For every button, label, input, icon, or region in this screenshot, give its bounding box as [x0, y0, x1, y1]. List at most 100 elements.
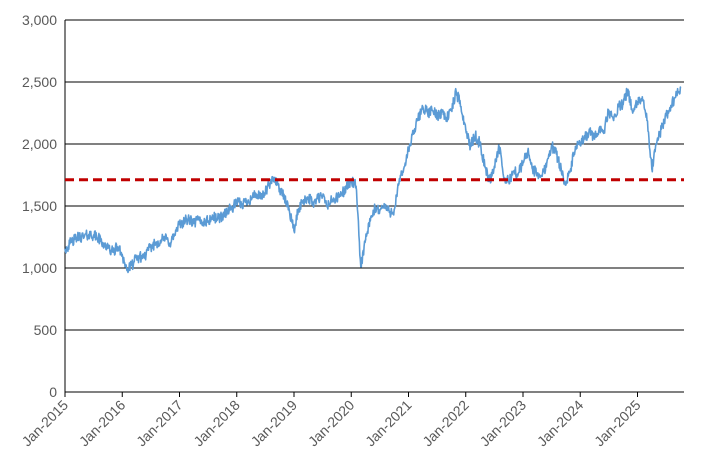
data-point [407, 149, 410, 151]
data-point [111, 251, 114, 253]
data-point [598, 127, 601, 129]
data-point [302, 199, 305, 201]
data-point [412, 133, 415, 135]
data-point [293, 230, 295, 232]
data-point [140, 255, 143, 258]
data-point [612, 119, 615, 122]
data-point [250, 197, 252, 200]
data-point [402, 168, 405, 170]
data-point [445, 117, 448, 119]
y-axis-tick-labels: 0 500 1,000 1,500 2,000 2,500 3,000 [22, 12, 57, 400]
data-point [269, 182, 271, 185]
data-point [469, 145, 472, 148]
data-point [278, 187, 281, 190]
data-point [64, 248, 66, 251]
data-point [116, 246, 119, 248]
data-point [560, 168, 562, 170]
data-point [436, 114, 438, 117]
data-point [202, 221, 205, 223]
data-point [374, 207, 376, 210]
data-point [589, 130, 591, 133]
data-point [231, 207, 233, 210]
data-point [565, 184, 567, 186]
data-point [631, 112, 634, 114]
data-point [636, 102, 639, 104]
data-point [474, 134, 477, 137]
data-point [355, 185, 357, 187]
data-point [216, 217, 219, 220]
data-point [283, 197, 286, 200]
data-point [431, 109, 434, 112]
data-point [546, 161, 548, 164]
data-point [522, 161, 524, 164]
data-point [369, 220, 372, 222]
data-point [517, 173, 519, 175]
data-point [145, 253, 147, 256]
data-point [259, 197, 262, 200]
data-point [393, 208, 396, 211]
data-point [197, 218, 200, 221]
data-point [364, 238, 367, 241]
data-point [164, 237, 166, 239]
data-point [298, 207, 300, 210]
data-point [655, 143, 658, 145]
data-point [107, 247, 109, 249]
y-tick-label: 2,500 [22, 74, 57, 90]
y-tick-label: 2,000 [22, 136, 57, 152]
data-point [574, 145, 577, 148]
data-point [550, 144, 553, 146]
data-point [135, 257, 138, 259]
price-series [64, 86, 682, 274]
data-point [317, 197, 319, 200]
data-point [154, 242, 157, 244]
data-point [484, 165, 486, 168]
data-point [255, 192, 257, 195]
data-point [641, 96, 644, 98]
data-point [426, 112, 429, 114]
data-point [441, 111, 443, 113]
data-point [569, 168, 572, 170]
data-point [221, 215, 224, 217]
data-point [493, 165, 496, 168]
data-point [536, 173, 539, 175]
data-point [245, 200, 248, 202]
data-point [603, 129, 605, 132]
data-point [235, 201, 238, 204]
data-point [507, 180, 510, 182]
y-tick-label: 1,500 [22, 198, 57, 214]
data-point [326, 205, 329, 207]
data-point [646, 119, 648, 122]
data-point [312, 202, 314, 205]
data-point [212, 216, 214, 218]
data-point [307, 196, 310, 199]
data-point [321, 195, 324, 197]
data-point [379, 208, 381, 211]
data-point [627, 88, 629, 91]
data-point [274, 176, 276, 179]
data-point [97, 237, 100, 239]
data-point [131, 264, 133, 267]
data-point [73, 238, 76, 241]
data-point [455, 91, 458, 93]
data-point [674, 96, 677, 98]
price-line [64, 86, 682, 274]
y-tick-label: 1,000 [22, 260, 57, 276]
data-point [178, 223, 181, 226]
data-point [527, 150, 529, 153]
data-point [479, 143, 481, 145]
data-point [679, 86, 682, 88]
data-point [622, 103, 624, 106]
data-point [345, 186, 348, 189]
data-point [584, 137, 586, 139]
data-point [460, 106, 462, 108]
data-point [183, 220, 186, 222]
y-tick-label: 0 [49, 384, 57, 400]
data-point [193, 222, 195, 225]
data-point [450, 109, 453, 112]
data-point [121, 253, 123, 256]
data-point [651, 168, 653, 170]
data-point [188, 218, 190, 221]
data-point [331, 199, 334, 201]
data-point [422, 106, 424, 108]
